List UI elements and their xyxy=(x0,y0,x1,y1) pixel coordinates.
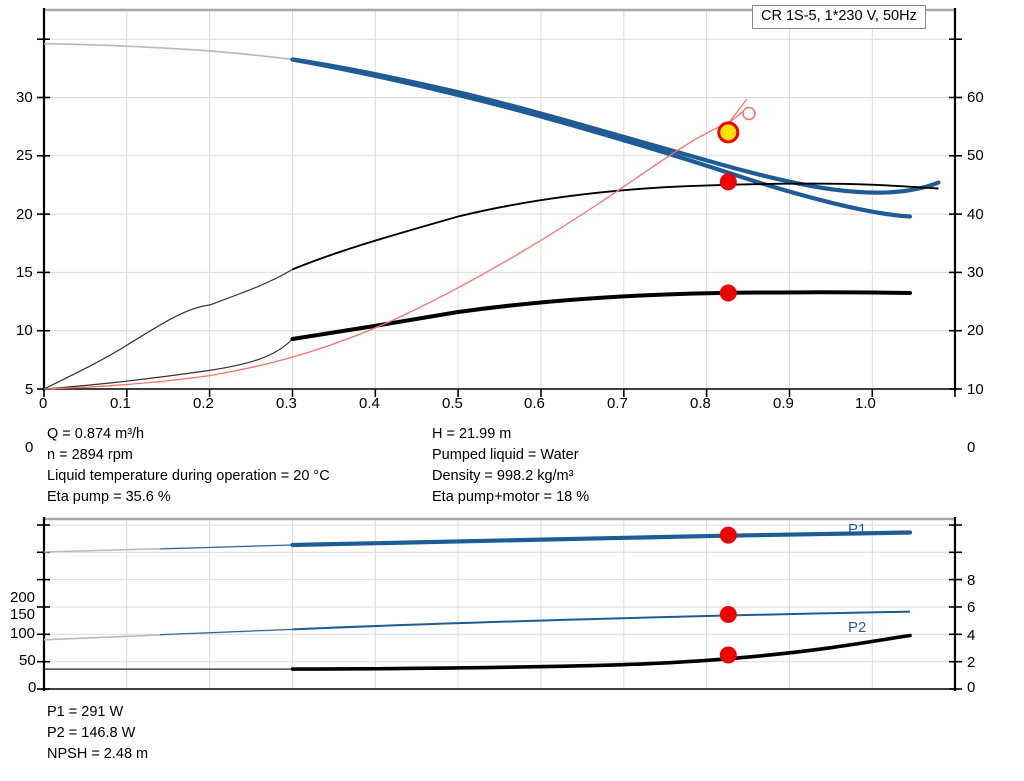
eta-pump-curve-low-flow xyxy=(43,268,293,390)
duty-info-left-4: Eta pump = 35.6 % xyxy=(47,489,171,505)
upper-left-tick-15: 15 xyxy=(16,264,33,281)
lower-chart-plot xyxy=(0,515,1024,695)
power-info-3: NPSH = 2.48 m xyxy=(47,746,149,762)
lower-left-tick-100: 100 xyxy=(10,625,36,642)
p2-curve-low-flow-dark xyxy=(159,628,293,636)
npsh-duty-point xyxy=(719,646,737,664)
upper-right-tick-50: 50 xyxy=(967,147,984,164)
upper-right-tick-10: 10 xyxy=(967,381,984,398)
upper-x-tick-0.2: 0.2 xyxy=(193,395,214,412)
p1-curve xyxy=(290,530,913,548)
duty-info-left-2: n = 2894 rpm xyxy=(47,447,133,463)
p2-duty-point xyxy=(719,606,737,623)
upper-x-tick-0.4: 0.4 xyxy=(359,395,380,412)
duty-point-marker[interactable] xyxy=(717,121,740,144)
upper-grid xyxy=(43,10,956,390)
upper-x-tick-0.6: 0.6 xyxy=(524,395,545,412)
upper-x-tick-0: 0 xyxy=(39,395,48,412)
upper-chart-svg xyxy=(37,8,962,397)
duty-info-right-1: H = 21.99 m xyxy=(432,426,512,442)
upper-x-tick-0.5: 0.5 xyxy=(442,395,463,412)
eta-pump-curve xyxy=(292,182,939,271)
lower-left-tick-200: 200 xyxy=(10,589,36,606)
upper-right-tick-30: 30 xyxy=(967,264,984,281)
system-curve-upper xyxy=(727,98,748,124)
upper-x-tick-0.7: 0.7 xyxy=(607,395,628,412)
lower-left-axis-ticks xyxy=(37,524,50,690)
upper-x-tick-0.3: 0.3 xyxy=(276,395,297,412)
upper-left-tick-30: 30 xyxy=(16,89,33,106)
upper-right-tick-0: 0 xyxy=(967,439,976,456)
duty-info-right-2: Pumped liquid = Water xyxy=(432,447,579,463)
lower-right-tick-8: 8 xyxy=(967,572,976,589)
p2-curve xyxy=(292,610,911,631)
lower-right-tick-2: 2 xyxy=(967,654,976,671)
lower-right-tick-6: 6 xyxy=(967,599,976,616)
power-info-2: P2 = 146.8 W xyxy=(47,725,136,741)
upper-x-tick-1.0: 1.0 xyxy=(855,395,876,412)
duty-info-left-1: Q = 0.874 m³/h xyxy=(47,426,145,442)
power-info-1: P1 = 291 W xyxy=(47,704,124,720)
upper-left-tick-5: 5 xyxy=(25,381,34,398)
eta-pump-motor-curve xyxy=(290,290,912,341)
upper-x-tick-0.8: 0.8 xyxy=(690,395,711,412)
eta-pump-point xyxy=(719,173,737,191)
upper-right-tick-20: 20 xyxy=(967,322,984,339)
lower-right-tick-0: 0 xyxy=(967,679,976,696)
eta-pump-motor-point xyxy=(719,284,737,302)
lower-left-tick-50: 50 xyxy=(19,652,36,669)
lower-chart-svg xyxy=(37,517,962,691)
upper-left-tick-10: 10 xyxy=(16,322,33,339)
upper-left-tick-0: 0 xyxy=(25,439,34,456)
upper-x-tick-0.1: 0.1 xyxy=(110,395,131,412)
duty-info-right-3: Density = 998.2 kg/m³ xyxy=(432,468,574,484)
upper-right-tick-40: 40 xyxy=(967,206,984,223)
lower-left-tick-0: 0 xyxy=(28,679,37,696)
lower-left-tick-150: 150 xyxy=(10,606,36,623)
lower-right-axis-ticks xyxy=(949,524,962,690)
system-curve xyxy=(43,109,745,390)
duty-info-left-3: Liquid temperature during operation = 20… xyxy=(47,468,330,484)
p1-curve-low-flow-dark xyxy=(159,544,293,550)
head-curve-low-flow xyxy=(43,42,293,61)
upper-x-axis-ticks xyxy=(43,389,956,397)
p1-curve-label: P1 xyxy=(848,521,867,538)
head-curve-main xyxy=(290,57,913,219)
eta-pump-motor-curve-low-flow xyxy=(43,338,293,390)
system-curve-end-point xyxy=(742,106,756,121)
upper-x-tick-0.9: 0.9 xyxy=(773,395,794,412)
upper-left-tick-20: 20 xyxy=(16,206,33,223)
p1-duty-point xyxy=(719,526,737,544)
lower-right-tick-4: 4 xyxy=(967,627,976,644)
p2-curve-label: P2 xyxy=(848,619,867,636)
upper-left-tick-25: 25 xyxy=(16,147,33,164)
lower-grid xyxy=(43,519,956,690)
upper-right-tick-60: 60 xyxy=(967,89,984,106)
pump-model-title-box: CR 1S-5, 1*230 V, 50Hz xyxy=(752,5,926,29)
upper-chart-plot xyxy=(37,8,962,397)
npsh-curve xyxy=(290,633,912,671)
duty-info-right-4: Eta pump+motor = 18 % xyxy=(432,489,590,505)
